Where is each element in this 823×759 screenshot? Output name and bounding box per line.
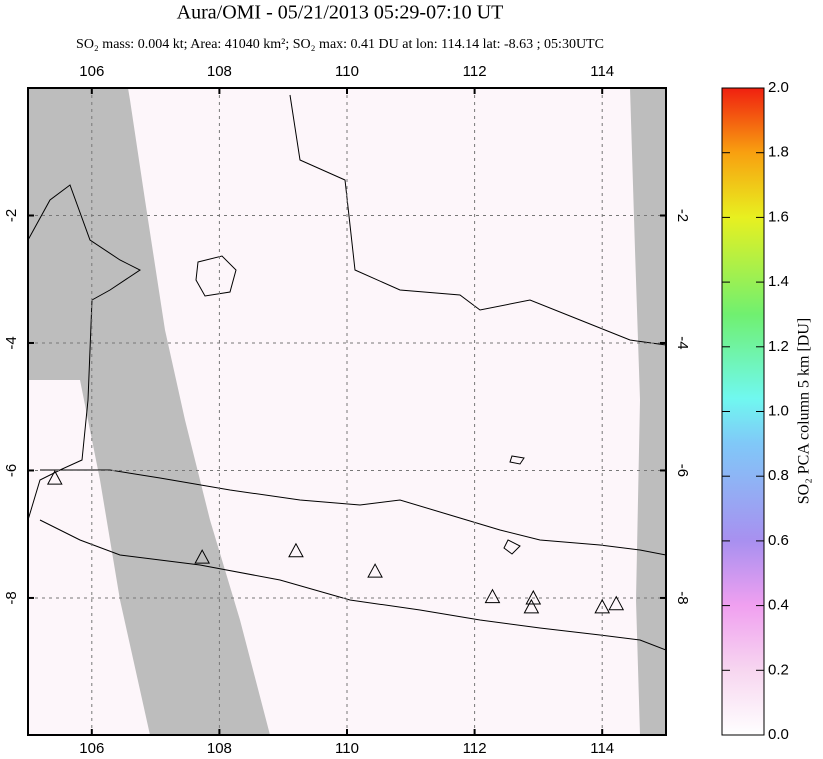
- colorbar-tick-label: 1.8: [768, 144, 789, 161]
- x-tick-label: 110: [335, 740, 359, 757]
- volcano-marker: [594, 598, 611, 614]
- volcano-marker: [288, 542, 304, 558]
- colorbar-tick-label: 0.6: [768, 532, 789, 549]
- x-tick-label: 106: [79, 63, 104, 80]
- y-tick-label: -2: [3, 209, 20, 222]
- colorbar-tick-label: 1.2: [768, 338, 789, 355]
- coastlines: [28, 94, 666, 651]
- y-tick-label: -8: [674, 591, 691, 604]
- colorbar-tick-label: 0.8: [768, 467, 789, 484]
- colorbar-tick-label: 1.0: [768, 402, 789, 419]
- no-data-swath: [630, 88, 666, 735]
- x-tick-label: 112: [463, 63, 487, 80]
- colorbar-tick-label: 2.0: [768, 79, 789, 96]
- y-tick-label: -6: [3, 464, 20, 477]
- x-tick-label: 108: [207, 740, 232, 757]
- x-tick-label: 108: [207, 63, 232, 80]
- colorbar-tick-label: 1.4: [768, 273, 789, 290]
- title: Aura/OMI - 05/21/2013 05:29-07:10 UT: [177, 2, 504, 24]
- y-tick-label: -8: [3, 591, 20, 604]
- colorbar-tick-label: 0.4: [768, 597, 789, 614]
- volcano-marker: [608, 595, 625, 611]
- no-data-swath: [28, 88, 270, 735]
- y-tick-label: -4: [3, 336, 20, 349]
- x-tick-label: 112: [463, 740, 487, 757]
- volcano-marker: [484, 588, 501, 604]
- y-tick-label: -4: [674, 336, 691, 349]
- volcano-marker: [367, 563, 383, 578]
- x-tick-label: 114: [590, 740, 614, 757]
- colorbar-tick-label: 0.0: [768, 726, 789, 743]
- volcano-marker: [194, 549, 211, 564]
- y-tick-label: -2: [674, 209, 691, 222]
- y-tick-label: -6: [674, 464, 691, 477]
- volcano-marker: [46, 470, 63, 485]
- colorbar-tick-label: 0.2: [768, 661, 789, 678]
- colorbar-label: SO₂ PCA column 5 km [DU]: [796, 318, 813, 504]
- x-tick-label: 106: [79, 740, 104, 757]
- volcano-marker: [523, 598, 540, 614]
- subtitle: SO₂ mass: 0.004 kt; Area: 41040 km²; SO₂…: [76, 37, 604, 52]
- colorbar-tick-label: 1.6: [768, 208, 789, 225]
- x-tick-label: 110: [335, 63, 359, 80]
- x-tick-label: 114: [590, 63, 614, 80]
